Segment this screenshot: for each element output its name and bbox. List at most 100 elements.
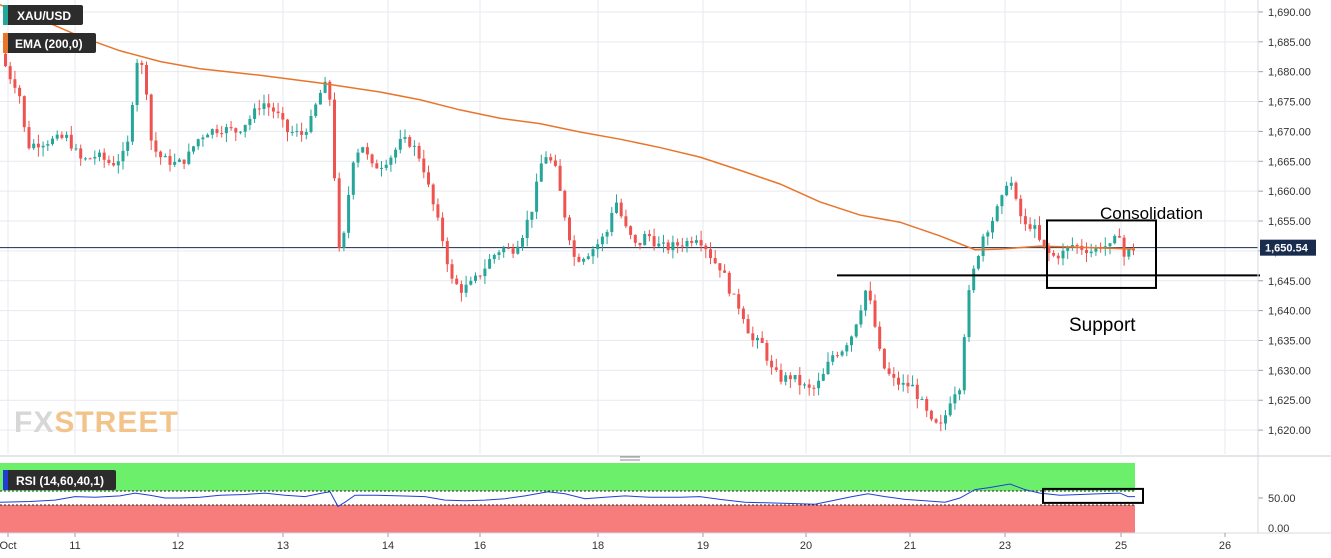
candle-body (206, 134, 210, 138)
candle-body (793, 374, 797, 380)
candle-body (901, 382, 905, 385)
candle-body (525, 219, 529, 239)
candle-body (140, 62, 144, 65)
candle-body (732, 293, 736, 295)
candle-body (18, 87, 22, 97)
candle-body (962, 337, 966, 391)
candle-body (709, 249, 712, 259)
candle-body (314, 104, 318, 116)
rsi-tag-bg (3, 470, 116, 490)
candle-body (384, 164, 388, 168)
price-axis-labels: 1,620.00 1,625.00 1,630.00 1,635.00 1,640.00… (1258, 7, 1311, 437)
candle-body (788, 375, 792, 380)
consolidation-label: Consolidation (1100, 204, 1203, 223)
y-tick-label: 1,665.00 (1268, 156, 1311, 168)
last-price-tag: 1,650.54 (1260, 239, 1316, 256)
candle-body (657, 243, 661, 247)
candle-body (182, 159, 186, 164)
y-tick-label: 1,645.00 (1268, 276, 1311, 288)
pane-resize-handle[interactable] (620, 456, 640, 461)
candle-body (535, 181, 539, 212)
candle-body (906, 382, 910, 387)
candle-body (121, 150, 125, 162)
candle-body (356, 152, 360, 163)
candle-body (412, 145, 416, 147)
symbol-legend: XAU/USD (3, 5, 83, 25)
candle-body (478, 275, 482, 277)
candle-body (619, 202, 623, 217)
candle-body (1066, 246, 1070, 251)
candle-body (976, 255, 980, 269)
candle-body (586, 256, 590, 259)
rsi-line (0, 483, 1135, 508)
candle-body (671, 242, 675, 251)
x-tick-label: 16 (474, 540, 486, 552)
candle-body (300, 131, 304, 135)
candle-body (431, 184, 435, 205)
candle-body (723, 270, 727, 273)
candle-body (506, 247, 510, 249)
candle-body (295, 131, 299, 133)
x-tick-label: 14 (382, 540, 394, 552)
candle-body (1009, 182, 1013, 186)
y-tick-label: 1,625.00 (1268, 395, 1311, 407)
symbol-tag-accent (3, 5, 8, 25)
candle-body (351, 162, 355, 195)
candle-body (624, 216, 628, 227)
candle-body (756, 337, 759, 341)
y-tick-label: 1,680.00 (1268, 67, 1311, 79)
candle-body (135, 62, 139, 106)
candle-body (422, 158, 426, 173)
candle-body (638, 242, 642, 246)
candle-body (65, 134, 69, 138)
candle-body (911, 384, 915, 387)
candle-body (737, 294, 741, 309)
candle-body (112, 163, 116, 166)
candle-body (459, 284, 463, 293)
y-tick-label: 1,620.00 (1268, 425, 1311, 437)
candle-body (633, 234, 637, 243)
rsi-label: RSI (14,60,40,1) (16, 474, 104, 488)
support-label: Support (1069, 315, 1136, 336)
candle-body (347, 194, 351, 233)
candle-body (474, 275, 477, 281)
candle-body (27, 127, 31, 149)
candle-body (46, 144, 50, 146)
candle-body (365, 147, 369, 155)
candle-body (549, 157, 553, 161)
candle-body (323, 81, 327, 93)
candle-body (98, 152, 101, 157)
candle-body (577, 256, 581, 262)
ema-legend: EMA (200,0) (3, 33, 96, 53)
candle-body (511, 248, 515, 254)
candle-body (502, 247, 506, 253)
candle-body (774, 367, 778, 370)
candle-body (328, 81, 332, 100)
y-tick-label: 1,635.00 (1268, 336, 1311, 348)
candle-body (991, 220, 994, 233)
x-tick-label: 21 (904, 540, 916, 552)
time-axis: Oct 11 12 13 14 16 18 19 20 21 23 25 26 (0, 532, 1331, 552)
rsi-tick-label: 0.00 (1268, 523, 1289, 535)
candle-body (253, 108, 257, 119)
candlestick-series (4, 48, 1135, 432)
candle-body (1108, 243, 1112, 247)
candle-body (417, 145, 421, 159)
candle-body (408, 137, 412, 147)
candle-body (173, 161, 177, 165)
candle-body (812, 387, 816, 389)
y-tick-label: 1,655.00 (1268, 216, 1311, 228)
candle-body (220, 133, 224, 135)
y-tick-label: 1,690.00 (1268, 7, 1311, 19)
candle-body (163, 155, 167, 158)
candle-body (760, 337, 764, 343)
y-tick-label: 1,630.00 (1268, 365, 1311, 377)
rsi-tag-accent (3, 470, 8, 490)
candle-body (864, 290, 868, 311)
candle-body (920, 399, 924, 401)
candle-body (995, 206, 999, 221)
candle-body (694, 240, 698, 243)
candle-body (948, 403, 952, 416)
candle-body (469, 280, 473, 285)
